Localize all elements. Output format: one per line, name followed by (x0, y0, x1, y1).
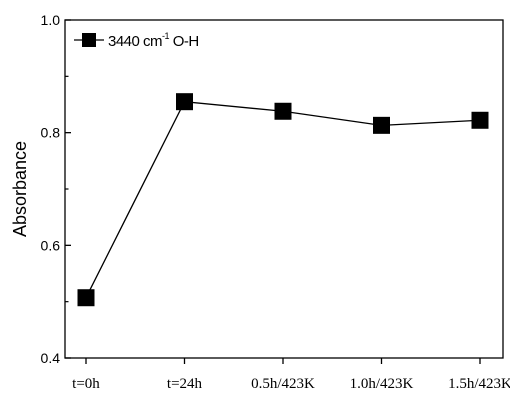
data-point (77, 289, 95, 307)
y-tick-label: 1.0 (41, 12, 61, 28)
legend-label-sup: -1 (162, 31, 169, 41)
y-tick-label: 0.8 (41, 125, 61, 141)
legend-label: 3440 cm-1 O-H (108, 31, 199, 50)
data-point (471, 111, 489, 129)
data-point (373, 116, 390, 134)
data-point (176, 93, 193, 111)
legend: 3440 cm-1 O-H (74, 31, 199, 50)
y-axis: 0.4 0.6 0.8 1.0 (41, 12, 71, 366)
series-layer (77, 93, 489, 307)
legend-marker (82, 33, 96, 47)
y-tick-label: 0.4 (41, 350, 61, 366)
plot-frame (64, 19, 504, 359)
x-tick-label: 0.5h/423K (251, 376, 315, 392)
y-tick-label: 0.6 (41, 237, 61, 253)
x-tick-label: t=24h (167, 376, 203, 392)
x-tick-label: t=0h (72, 376, 100, 392)
legend-label-main: 3440 cm (108, 33, 162, 50)
x-tick-label: 1.0h/423K (350, 376, 414, 392)
x-tick-label: 1.5h/423K (448, 376, 510, 392)
data-point (274, 102, 292, 120)
series-line (85, 100, 481, 299)
legend-label-suffix: O-H (169, 33, 199, 50)
x-axis: t=0h t=24h 0.5h/423K 1.0h/423K 1.5h/423K (72, 358, 510, 392)
y-axis-label: Absorbance (10, 141, 30, 237)
